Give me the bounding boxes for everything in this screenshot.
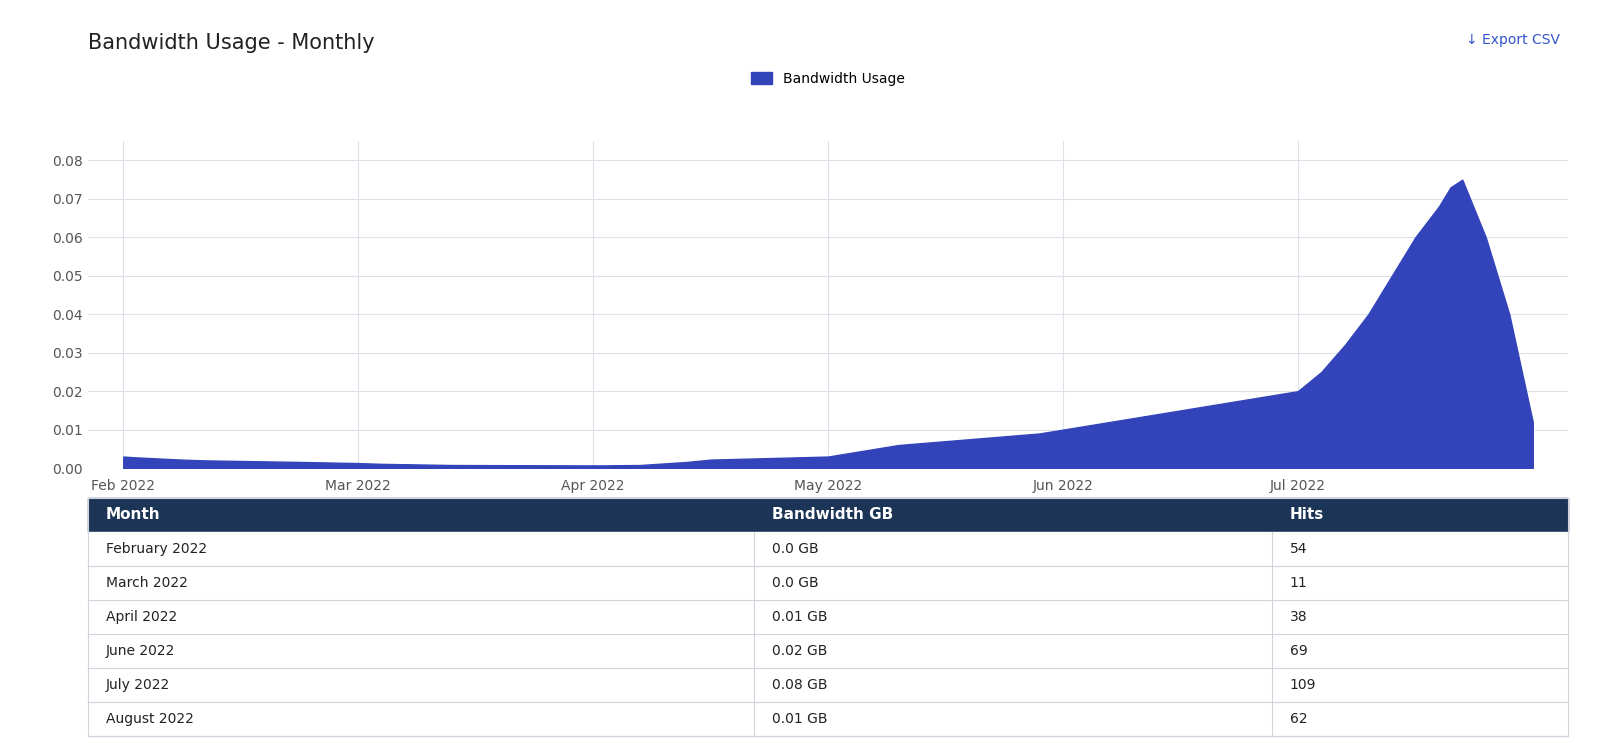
Bar [754, 532, 1272, 565]
Text: 0.02 GB: 0.02 GB [771, 643, 827, 658]
Text: Month: Month [106, 507, 160, 522]
Text: Bandwidth Usage - Monthly: Bandwidth Usage - Monthly [88, 33, 374, 53]
Text: 0.0 GB: 0.0 GB [771, 576, 818, 590]
Legend: Bandwidth Usage: Bandwidth Usage [746, 66, 910, 91]
Text: April 2022: April 2022 [106, 610, 178, 623]
Bar [754, 600, 1272, 634]
Text: 69: 69 [1290, 643, 1307, 658]
Text: 62: 62 [1290, 712, 1307, 726]
Bar [88, 600, 754, 634]
Bar [754, 498, 1272, 532]
Text: March 2022: March 2022 [106, 576, 187, 590]
Bar [88, 701, 754, 736]
Text: 54: 54 [1290, 542, 1307, 556]
Bar [1272, 701, 1568, 736]
Text: Bandwidth GB: Bandwidth GB [771, 507, 893, 522]
Text: ↓ Export CSV: ↓ Export CSV [1466, 33, 1560, 48]
Text: July 2022: July 2022 [106, 678, 170, 692]
Bar [1272, 600, 1568, 634]
Bar [754, 668, 1272, 701]
Bar [88, 532, 754, 565]
Text: 0.01 GB: 0.01 GB [771, 712, 827, 726]
Text: 0.01 GB: 0.01 GB [771, 610, 827, 623]
Bar [1272, 668, 1568, 701]
Text: 0.08 GB: 0.08 GB [771, 678, 827, 692]
Text: 109: 109 [1290, 678, 1317, 692]
Bar [88, 668, 754, 701]
Text: Hits: Hits [1290, 507, 1325, 522]
Bar [1272, 565, 1568, 600]
Text: 11: 11 [1290, 576, 1307, 590]
Bar [754, 634, 1272, 668]
Text: August 2022: August 2022 [106, 712, 194, 726]
Text: February 2022: February 2022 [106, 542, 206, 556]
Bar [88, 498, 754, 532]
Text: June 2022: June 2022 [106, 643, 174, 658]
Bar [754, 701, 1272, 736]
Text: 38: 38 [1290, 610, 1307, 623]
Bar [1272, 498, 1568, 532]
Text: 0.0 GB: 0.0 GB [771, 542, 818, 556]
Bar [754, 565, 1272, 600]
Bar [1272, 532, 1568, 565]
Bar [1272, 634, 1568, 668]
Bar [88, 634, 754, 668]
Bar [88, 565, 754, 600]
